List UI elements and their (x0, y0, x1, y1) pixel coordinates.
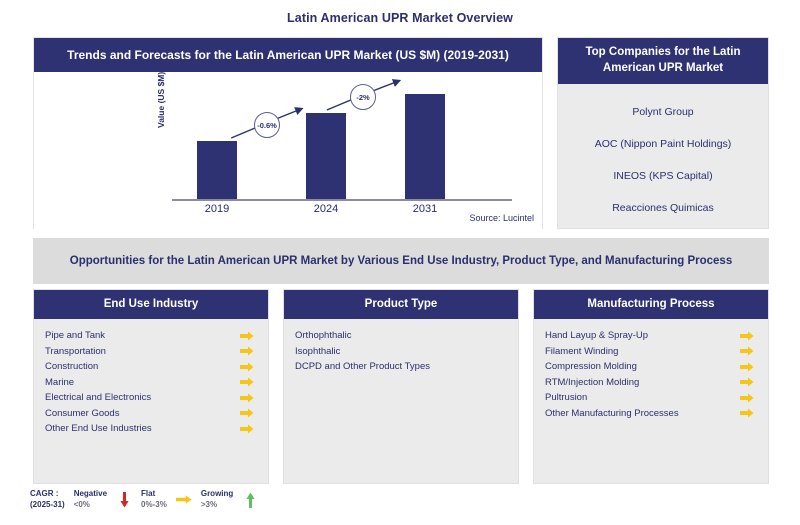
source-note: Source: Lucintel (469, 213, 534, 223)
arrow-right-yellow-icon (740, 407, 754, 419)
list-item-label: Filament Winding (545, 345, 619, 357)
product-type-column: Product Type Orthophthalic Isophthalic D… (283, 289, 519, 484)
list-item-label: Isophthalic (295, 345, 341, 357)
list-item-label: Compression Molding (545, 361, 637, 373)
cagr-bubble-2019-2024: -0.6% (254, 112, 280, 138)
x-tick-2019: 2019 (204, 203, 230, 215)
list-item: AOC (Nippon Paint Holdings) (594, 138, 732, 150)
page-title: Latin American UPR Market Overview (287, 11, 513, 25)
arrow-down-red-icon (116, 491, 132, 509)
arrow-right-yellow-icon (240, 330, 254, 342)
list-item-label: Pipe and Tank (45, 330, 106, 342)
legend-entry-negative-range: <0% (73, 499, 90, 509)
list-item: Construction (34, 359, 268, 375)
legend-entry-flat-range: 0%-3% (141, 499, 167, 509)
chart-y-axis-label: Value (US $M) (156, 71, 166, 128)
top-companies-list: Polynt Group AOC (Nippon Paint Holdings)… (558, 84, 768, 224)
list-item-label: Other Manufacturing Processes (545, 407, 679, 419)
list-item: Hand Layup & Spray-Up (534, 328, 768, 344)
list-item: Polynt Group (632, 106, 694, 118)
product-type-list: Orthophthalic Isophthalic DCPD and Other… (284, 319, 518, 375)
list-item: DCPD and Other Product Types (284, 359, 518, 375)
trends-forecasts-card: Trends and Forecasts for the Latin Ameri… (33, 37, 543, 229)
cagr-bubble-2024-2031: -2% (350, 84, 376, 110)
x-tick-2031: 2031 (412, 203, 438, 215)
arrow-right-yellow-icon (240, 407, 254, 419)
list-item: Orthophthalic (284, 328, 518, 344)
list-item: Consumer Goods (34, 406, 268, 422)
legend-entry-flat: Flat 0%-3% (141, 489, 167, 510)
list-item: Pipe and Tank (34, 328, 268, 344)
end-use-industry-list: Pipe and Tank Transportation Constructio… (34, 319, 268, 437)
legend-entry-growing-range: >3% (200, 499, 218, 509)
legend-entry-flat-name: Flat (141, 489, 156, 498)
legend-entry-growing: Growing >3% (201, 489, 233, 510)
legend-entry-growing-name: Growing (200, 489, 234, 498)
bar-2031 (405, 94, 445, 199)
arrow-right-yellow-icon (740, 361, 754, 373)
list-item: Reacciones Quimicas (612, 202, 714, 214)
manufacturing-process-header: Manufacturing Process (534, 290, 768, 319)
arrow-right-yellow-icon (740, 345, 754, 357)
arrow-right-yellow-icon (240, 361, 254, 373)
list-item: Electrical and Electronics (34, 390, 268, 406)
legend-title-line2: (2025-31) (30, 499, 65, 509)
arrow-right-yellow-icon (740, 392, 754, 404)
list-item: Filament Winding (534, 344, 768, 360)
list-item-label: Electrical and Electronics (45, 392, 152, 404)
list-item-label: Orthophthalic (295, 330, 352, 342)
arrow-right-yellow-icon (240, 392, 254, 404)
bar-2024 (306, 113, 346, 199)
list-item-label: Pultrusion (545, 392, 588, 404)
list-item: Other Manufacturing Processes (534, 406, 768, 422)
cagr-legend: CAGR : (2025-31) Negative <0% Flat 0%-3%… (30, 489, 258, 510)
list-item: Isophthalic (284, 344, 518, 360)
list-item-label: Other End Use Industries (45, 423, 152, 435)
legend-title-line1: CAGR : (30, 489, 59, 498)
list-item: Compression Molding (534, 359, 768, 375)
legend-entry-negative: Negative <0% (74, 489, 107, 510)
top-companies-card: Top Companies for the Latin American UPR… (557, 37, 769, 229)
manufacturing-process-column: Manufacturing Process Hand Layup & Spray… (533, 289, 769, 484)
arrow-right-yellow-icon (740, 330, 754, 342)
trends-chart-area: Value (US $M) 2019 2024 2031 (34, 72, 542, 229)
top-companies-header: Top Companies for the Latin American UPR… (558, 38, 768, 84)
arrow-right-yellow-icon (240, 376, 254, 388)
arrow-right-yellow-icon (740, 376, 754, 388)
trends-card-header: Trends and Forecasts for the Latin Ameri… (34, 38, 542, 72)
arrow-right-yellow-icon (240, 423, 254, 435)
list-item: Transportation (34, 344, 268, 360)
end-use-industry-header: End Use Industry (34, 290, 268, 319)
list-item: Pultrusion (534, 390, 768, 406)
bar-2019 (197, 141, 237, 199)
manufacturing-process-list: Hand Layup & Spray-Up Filament Winding C… (534, 319, 768, 421)
legend-entry-negative-name: Negative (73, 489, 108, 498)
x-tick-2024: 2024 (313, 203, 339, 215)
list-item-label: Consumer Goods (45, 407, 120, 419)
opportunities-banner: Opportunities for the Latin American UPR… (33, 238, 769, 284)
list-item-label: RTM/Injection Molding (545, 376, 640, 388)
chart-x-axis-line (172, 199, 512, 201)
list-item: Marine (34, 375, 268, 391)
list-item-label: Hand Layup & Spray-Up (545, 330, 648, 342)
legend-title: CAGR : (2025-31) (30, 489, 65, 510)
end-use-industry-column: End Use Industry Pipe and Tank Transport… (33, 289, 269, 484)
product-type-header: Product Type (284, 290, 518, 319)
list-item-label: Marine (45, 376, 75, 388)
arrow-right-yellow-icon (240, 345, 254, 357)
list-item: Other End Use Industries (34, 421, 268, 437)
list-item-label: DCPD and Other Product Types (295, 361, 430, 373)
arrow-up-green-icon (242, 491, 258, 509)
arrow-right-yellow-icon (175, 491, 192, 509)
list-item: INEOS (KPS Capital) (613, 170, 713, 182)
bar-chart: Value (US $M) 2019 2024 2031 (34, 72, 542, 229)
list-item-label: Transportation (45, 345, 106, 357)
list-item: RTM/Injection Molding (534, 375, 768, 391)
list-item-label: Construction (45, 361, 99, 373)
